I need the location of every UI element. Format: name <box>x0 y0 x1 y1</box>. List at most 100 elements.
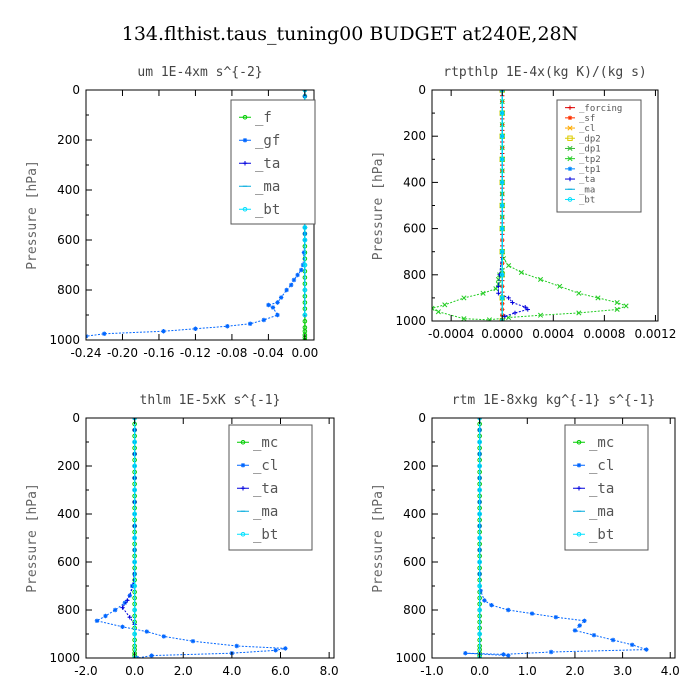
legend-swatch-marker <box>567 166 573 172</box>
legend-swatch-marker <box>567 105 573 110</box>
data-point <box>125 598 130 603</box>
y-tick-label: 400 <box>57 507 80 521</box>
data-point <box>644 647 649 652</box>
data-point <box>477 463 482 469</box>
y-axis-label: Pressure [hPa] <box>371 483 386 593</box>
data-point <box>518 269 524 276</box>
legend-swatch-marker <box>240 486 246 491</box>
data-point <box>537 312 544 318</box>
x-tick-label: 2.0 <box>565 664 584 678</box>
panel-title: um 1E-4xm s^{-2} <box>137 65 262 80</box>
y-tick-label: 200 <box>403 129 426 143</box>
y-axis-label: Pressure [hPa] <box>371 151 386 261</box>
legend-label: _cl <box>579 124 595 134</box>
data-point <box>112 607 118 613</box>
data-point <box>132 607 137 613</box>
legend-swatch-marker <box>576 531 582 537</box>
x-tick-label: 6.0 <box>271 664 290 678</box>
data-point <box>144 629 149 634</box>
data-point <box>510 300 515 305</box>
data-point <box>499 157 505 162</box>
legend-label: _ma <box>255 179 280 195</box>
data-point <box>193 326 198 331</box>
legend: _f _gf _ta _ma _bt <box>230 99 316 225</box>
legend: _forcing_sf_cl_dp2_dp1_tp2_tp1_ta_ma_bt <box>556 99 642 213</box>
legend-swatch-marker <box>567 145 573 152</box>
x-tick-label: 4.0 <box>661 664 680 678</box>
data-point <box>284 287 289 293</box>
y-tick-label: 1000 <box>395 314 426 328</box>
legend-swatch-marker <box>576 439 582 445</box>
data-point <box>120 605 125 610</box>
y-tick-label: 200 <box>57 133 80 147</box>
panel-title: thlm 1E-5xK s^{-1} <box>140 393 281 408</box>
data-point <box>132 463 137 469</box>
x-tick-label: 4.0 <box>222 664 241 678</box>
chart-panel-1: um 1E-4xm s^{-2} Pressure [hPa] 0 200 400 600… <box>25 65 318 360</box>
x-tick-label: 3.0 <box>613 664 632 678</box>
data-point <box>506 653 511 658</box>
data-point <box>582 618 587 623</box>
data-point <box>295 272 300 278</box>
legend-label: _ma <box>579 185 595 195</box>
data-point <box>506 607 511 613</box>
legend-label: _bt <box>579 196 595 206</box>
data-point <box>477 439 482 445</box>
data-point <box>127 615 132 620</box>
data-point <box>482 598 487 603</box>
data-point <box>576 290 582 296</box>
data-point <box>132 583 137 589</box>
data-point <box>190 639 196 644</box>
data-point <box>477 607 482 613</box>
legend-swatch-marker <box>567 156 573 162</box>
data-point <box>132 439 137 445</box>
data-point <box>132 487 137 493</box>
data-point <box>302 262 308 268</box>
y-tick-label: 600 <box>403 222 426 236</box>
series-line <box>497 90 529 317</box>
legend-label: _bt <box>589 527 614 543</box>
data-point <box>435 309 441 315</box>
legend-label: _ta <box>255 156 280 172</box>
data-point <box>499 226 505 231</box>
legend-label: _tp1 <box>579 165 601 175</box>
y-tick-label: 0 <box>418 411 426 425</box>
y-tick-label: 200 <box>57 459 80 473</box>
data-point <box>477 487 482 493</box>
legend-label: _bt <box>253 527 278 543</box>
legend-swatch-marker <box>567 125 573 131</box>
y-tick-label: 600 <box>57 555 80 569</box>
data-point <box>234 643 239 649</box>
x-tick-label: -0.08 <box>216 346 247 360</box>
data-point <box>512 310 518 316</box>
legend-label: _forcing <box>579 104 622 114</box>
data-point <box>629 642 635 647</box>
legend: _mc _cl _ta _ma _bt <box>564 424 649 551</box>
y-tick-label: 1000 <box>49 651 80 665</box>
panel-title: rtpthlp 1E-4x(kg K)/(kg s) <box>443 65 647 80</box>
legend-swatch-marker <box>576 486 582 491</box>
x-tick-label: -1.0 <box>420 664 443 678</box>
x-tick-label: -0.16 <box>143 346 174 360</box>
x-tick-label: 1.0 <box>518 664 537 678</box>
legend-label: _cl <box>253 458 278 474</box>
x-tick-label: 0.00 <box>292 346 319 360</box>
panel-title: rtm 1E-8xkg kg^{-1} s^{-1} <box>452 393 656 408</box>
data-point <box>576 310 582 316</box>
data-point <box>623 303 629 309</box>
data-point <box>477 535 482 541</box>
y-tick-label: 0 <box>72 411 80 425</box>
data-point <box>553 615 559 620</box>
legend-swatch-marker <box>242 161 248 166</box>
data-point <box>499 180 505 185</box>
x-tick-label: -0.04 <box>253 346 284 360</box>
data-point <box>103 613 108 619</box>
data-point <box>499 203 505 208</box>
x-tick-label: 0.0012 <box>634 327 676 341</box>
y-tick-label: 1000 <box>49 333 80 347</box>
data-point <box>506 295 511 301</box>
y-tick-label: 600 <box>403 555 426 569</box>
legend-label: _bt <box>255 202 280 218</box>
data-point <box>548 649 554 655</box>
